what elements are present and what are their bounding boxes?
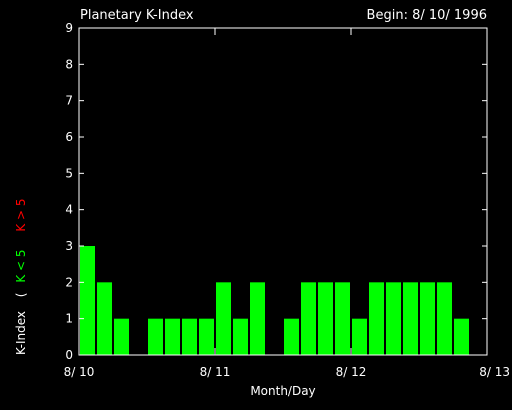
bar-series: [80, 246, 469, 355]
x-axis-title: Month/Day: [250, 384, 315, 398]
bar: [318, 282, 333, 355]
bar: [335, 282, 350, 355]
y-tick-label: 4: [65, 203, 73, 217]
bar: [369, 282, 384, 355]
bar: [301, 282, 316, 355]
bar: [165, 318, 180, 355]
bar: [420, 282, 435, 355]
bar: [80, 246, 95, 355]
x-tick-label: 8/ 13: [479, 365, 510, 379]
bar: [216, 282, 231, 355]
begin-date-label: Begin: 8/ 10/ 1996: [367, 8, 487, 23]
y-tick-label: 9: [65, 21, 73, 35]
bar: [199, 318, 214, 355]
legend-low-label: K < 5: [14, 249, 28, 282]
plot-frame: [78, 27, 488, 356]
bar: [250, 282, 265, 355]
y-tick-label: 8: [65, 57, 73, 71]
bar: [148, 318, 163, 355]
bar: [97, 282, 112, 355]
y-axis-paren: (: [14, 293, 28, 298]
y-axis-label: K-Index ( K < 5 K > 5: [14, 198, 28, 355]
svg-text:K-Index ( K < 5: K-Index ( K < 5 K > 5: [14, 198, 28, 355]
bar: [437, 282, 452, 355]
bar: [454, 318, 469, 355]
bar: [182, 318, 197, 355]
y-tick-label: 3: [65, 239, 73, 253]
bar: [352, 318, 367, 355]
bar: [284, 318, 299, 355]
y-tick-label: 6: [65, 130, 73, 144]
y-tick-label: 0: [65, 348, 73, 362]
x-axis-ticks: 8/ 10 8/ 11 8/ 12 8/ 13: [64, 28, 510, 379]
y-tick-label: 2: [65, 275, 73, 289]
y-axis-title: K-Index: [14, 311, 28, 355]
bar: [233, 318, 248, 355]
chart-title: Planetary K-Index: [80, 8, 194, 23]
x-tick-label: 8/ 12: [336, 365, 367, 379]
x-tick-label: 8/ 11: [200, 365, 231, 379]
legend-high-label: K > 5: [14, 198, 28, 231]
y-tick-label: 5: [65, 166, 73, 180]
x-tick-label: 8/ 10: [64, 365, 95, 379]
bar: [114, 318, 129, 355]
y-tick-label: 7: [65, 94, 73, 108]
y-tick-label: 1: [65, 312, 73, 326]
bar: [386, 282, 401, 355]
bar: [403, 282, 418, 355]
y-axis-ticks: 0 1 2 3 4 5 6 7 8 9: [65, 21, 487, 362]
